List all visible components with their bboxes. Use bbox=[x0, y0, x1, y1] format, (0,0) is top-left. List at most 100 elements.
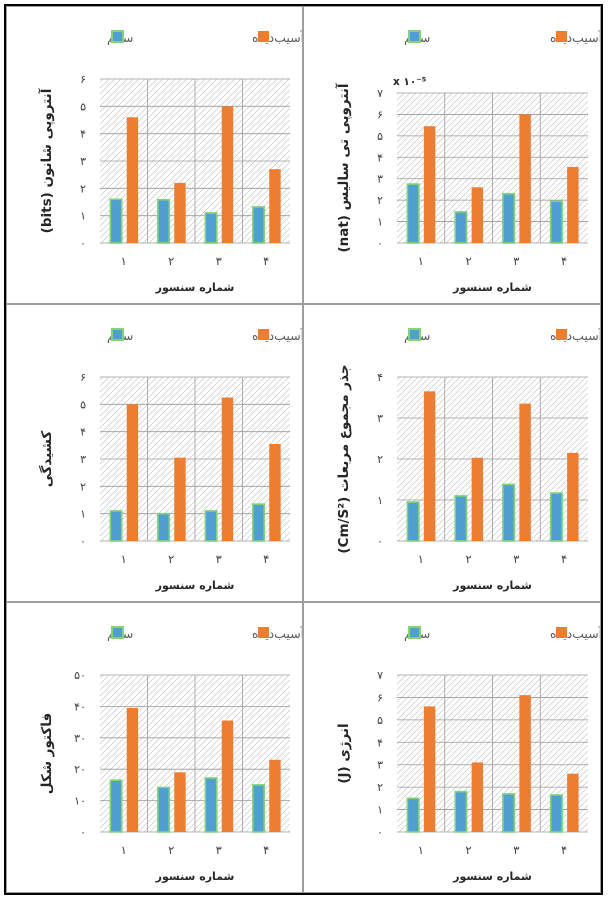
y-tick-label: ۱ bbox=[80, 210, 86, 223]
x-tick-label: ۱ bbox=[418, 843, 424, 857]
bar-healthy-sensor-3 bbox=[502, 793, 516, 833]
chart-panel-kurtosis: سناریو ۷ - آسیب‌دیدهسالم ۰ ۱ ۲ ۳ ۴ ۵ ۶ ۱ ۲ ۳ ۴ شماره… bbox=[6, 304, 303, 602]
y-tick-label: ۳ bbox=[80, 453, 86, 466]
legend-swatch-damaged bbox=[556, 329, 567, 340]
y-tick-label: ۷ bbox=[377, 669, 383, 682]
chart-panel-tsallis: سناریو ۷ - آسیب‌دیدهسالم ۰ ۱ ۲ ۳ ۴ ۵ ۶ ۷ x ۱۰⁻⁵ ۱ ۲… bbox=[303, 6, 601, 304]
legend-swatch-healthy bbox=[111, 626, 124, 639]
bar-damaged-sensor-3 bbox=[519, 695, 531, 832]
bar-healthy-sensor-1 bbox=[109, 510, 123, 542]
chart-svg-shape_factor: سناریو ۷ - آسیب‌دیدهسالم ۰ ۱۰ ۲۰ ۳۰ ۴۰ ۵۰ ۱ ۲ ۳ ۴ ش… bbox=[39, 626, 302, 883]
legend: سناریو ۷ - آسیب‌دیدهسالم bbox=[404, 328, 600, 344]
x-tick-label: ۱ bbox=[418, 254, 424, 268]
y-tick-label: ۰ bbox=[80, 535, 86, 548]
y-tick-label: ۶ bbox=[80, 73, 86, 86]
y-tick-label: ۳۰ bbox=[74, 732, 86, 745]
bar-damaged-sensor-3 bbox=[519, 114, 531, 243]
legend: سناریو ۷ - آسیب‌دیدهسالم bbox=[107, 30, 302, 46]
legend-swatch-healthy bbox=[111, 30, 124, 43]
chart-panel-energy: سناریو ۷ - آسیب‌دیدهسالم ۰ ۱ ۲ ۳ ۴ ۵ ۶ ۷ ۱ ۲ ۳ ۴ شمار… bbox=[303, 602, 601, 893]
y-tick-label: ۴ bbox=[377, 371, 383, 384]
y-tick-label: ۷ bbox=[377, 87, 383, 100]
legend-swatch-damaged bbox=[258, 627, 269, 638]
y-tick-label: ۰ bbox=[377, 535, 383, 548]
y-tick-label: ۰ bbox=[80, 237, 86, 250]
y-tick-label: ۰ bbox=[80, 826, 86, 839]
bar-healthy-sensor-4 bbox=[252, 206, 266, 244]
legend: سناریو ۷ - آسیب‌دیدهسالم bbox=[404, 30, 600, 46]
x-axis-label: شماره سنسور bbox=[155, 579, 235, 592]
y-axis-label: کشیدگی bbox=[38, 431, 55, 488]
x-axis-label: شماره سنسور bbox=[452, 281, 532, 294]
chart-panel-rss: سناریو ۷ - آسیب‌دیدهسالم ۰ ۱ ۲ ۳ ۴ ۱ ۲ ۳ ۴ شماره س… bbox=[303, 304, 601, 602]
bar-damaged-sensor-1 bbox=[423, 391, 436, 541]
y-axis-label: انرژی (J) bbox=[336, 723, 352, 783]
bar-healthy-sensor-3 bbox=[204, 777, 218, 833]
x-tick-label: ۲ bbox=[466, 254, 472, 268]
y-tick-label: ۴ bbox=[80, 426, 86, 439]
bar-damaged-sensor-4 bbox=[269, 169, 281, 243]
y-tick-label: ۶ bbox=[377, 108, 383, 121]
bar-healthy-sensor-1 bbox=[109, 779, 123, 833]
y-tick-label: ۵۰ bbox=[74, 669, 86, 682]
chart-svg-energy: سناریو ۷ - آسیب‌دیدهسالم ۰ ۱ ۲ ۳ ۴ ۵ ۶ ۷ ۱ ۲ ۳ ۴ شمار… bbox=[336, 626, 600, 883]
chart-svg-kurtosis: سناریو ۷ - آسیب‌دیدهسالم ۰ ۱ ۲ ۳ ۴ ۵ ۶ ۱ ۲ ۳ ۴ شماره… bbox=[38, 328, 302, 592]
y-tick-label: ۱ bbox=[377, 216, 383, 229]
y-tick-label: ۴ bbox=[377, 151, 383, 164]
legend-swatch-damaged bbox=[556, 627, 567, 638]
y-tick-label: ۵ bbox=[377, 714, 383, 727]
y-tick-label: ۰ bbox=[377, 237, 383, 250]
bar-healthy-sensor-3 bbox=[502, 192, 516, 244]
y-tick-label: ۶ bbox=[377, 691, 383, 704]
bar-healthy-sensor-3 bbox=[502, 483, 516, 542]
bar-healthy-sensor-1 bbox=[406, 501, 420, 542]
bar-damaged-sensor-2 bbox=[174, 772, 186, 832]
chart-panel-shape_factor: سناریو ۷ - آسیب‌دیدهسالم ۰ ۱۰ ۲۰ ۳۰ ۴۰ ۵۰ ۱ ۲ ۳ ۴ ش… bbox=[6, 602, 303, 893]
y-tick-label: ۳ bbox=[377, 173, 383, 186]
bar-healthy-sensor-3 bbox=[204, 510, 218, 542]
bar-damaged-sensor-2 bbox=[471, 187, 484, 243]
chart-svg-shannon: سناریو ۷ - آسیب‌دیدهسالم ۰ ۱ ۲ ۳ ۴ ۵ ۶ ۱ ۲ ۳ ۴ شماره… bbox=[38, 30, 302, 294]
bar-healthy-sensor-3 bbox=[204, 212, 218, 244]
bar-damaged-sensor-2 bbox=[471, 457, 484, 541]
legend-swatch-damaged bbox=[258, 31, 269, 42]
bar-healthy-sensor-2 bbox=[454, 495, 468, 542]
bar-damaged-sensor-4 bbox=[567, 773, 579, 832]
x-tick-label: ۴ bbox=[263, 552, 269, 566]
x-tick-label: ۲ bbox=[168, 254, 174, 268]
legend: سناریو ۷ - آسیب‌دیدهسالم bbox=[107, 328, 302, 344]
x-tick-label: ۳ bbox=[513, 254, 519, 268]
bar-healthy-sensor-1 bbox=[406, 797, 420, 833]
bar-healthy-sensor-4 bbox=[252, 784, 266, 833]
x-tick-label: ۲ bbox=[466, 843, 472, 857]
bar-healthy-sensor-2 bbox=[157, 512, 171, 542]
legend-swatch-damaged bbox=[258, 329, 269, 340]
bar-damaged-sensor-2 bbox=[174, 457, 186, 541]
bar-damaged-sensor-3 bbox=[221, 720, 234, 832]
y-axis-label: جذر مجموع مربعات (Cm/S²) bbox=[336, 364, 352, 553]
x-tick-label: ۱ bbox=[418, 552, 424, 566]
x-axis-label: شماره سنسور bbox=[155, 870, 235, 883]
x-tick-label: ۳ bbox=[216, 843, 222, 857]
y-tick-label: ۴۰ bbox=[74, 700, 86, 713]
y-tick-label: ۵ bbox=[80, 398, 86, 411]
bar-healthy-sensor-1 bbox=[406, 183, 420, 244]
bar-damaged-sensor-2 bbox=[174, 182, 186, 243]
y-tick-label: ۲ bbox=[377, 194, 383, 207]
figure-frame: سناریو ۷ - آسیب‌دیدهسالم ۰ ۱ ۲ ۳ ۴ ۵ ۶ ۷ x ۱۰⁻⁵ ۱ ۲… bbox=[4, 4, 603, 895]
chart-grid: سناریو ۷ - آسیب‌دیدهسالم ۰ ۱ ۲ ۳ ۴ ۵ ۶ ۷ x ۱۰⁻⁵ ۱ ۲… bbox=[6, 6, 601, 893]
bar-healthy-sensor-1 bbox=[109, 198, 123, 244]
legend-swatch-healthy bbox=[111, 328, 124, 341]
x-axis-label: شماره سنسور bbox=[452, 870, 532, 883]
y-axis-label: فاکتور شکل bbox=[39, 713, 55, 794]
y-tick-label: ۴ bbox=[377, 736, 383, 749]
chart-svg-rss: سناریو ۷ - آسیب‌دیدهسالم ۰ ۱ ۲ ۳ ۴ ۱ ۲ ۳ ۴ شماره س… bbox=[336, 328, 600, 592]
y-tick-label: ۵ bbox=[80, 100, 86, 113]
bar-damaged-sensor-1 bbox=[126, 117, 139, 243]
bar-damaged-sensor-3 bbox=[221, 397, 234, 541]
bar-damaged-sensor-2 bbox=[471, 762, 484, 832]
y-tick-label: ۱ bbox=[377, 494, 383, 507]
bar-healthy-sensor-2 bbox=[157, 786, 171, 833]
bar-damaged-sensor-3 bbox=[519, 403, 531, 541]
chart-panel-shannon: سناریو ۷ - آسیب‌دیدهسالم ۰ ۱ ۲ ۳ ۴ ۵ ۶ ۱ ۲ ۳ ۴ شماره… bbox=[6, 6, 303, 304]
